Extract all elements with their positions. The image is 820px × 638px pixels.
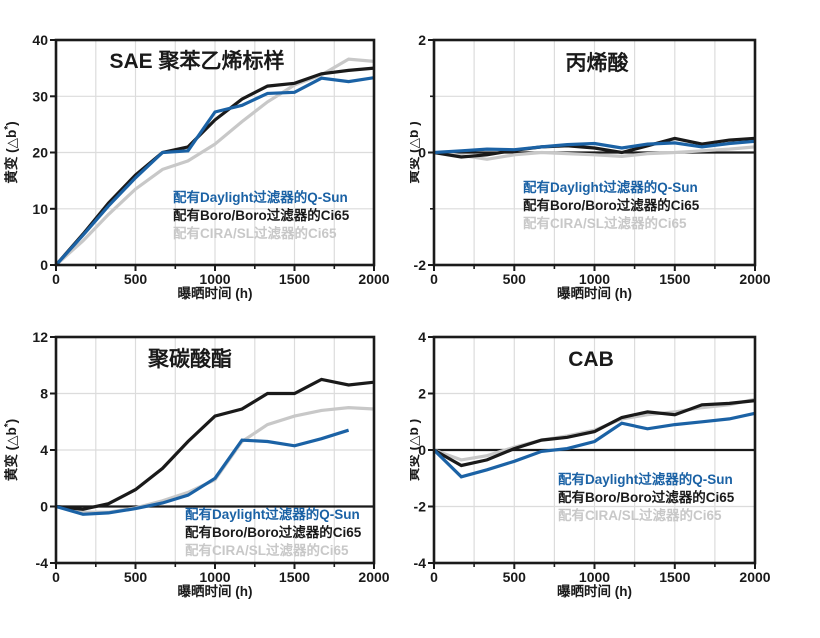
x-tick-label: 0 <box>52 569 60 585</box>
x-tick-label: 1000 <box>199 569 230 585</box>
series-line-qsun-daylight <box>54 76 375 267</box>
x-tick-label: 500 <box>124 569 148 585</box>
series-line-qsun-daylight <box>432 411 756 479</box>
x-tick-label: 2000 <box>739 569 770 585</box>
y-axis-label: 黄变 (△b*) <box>3 419 19 481</box>
x-tick-label: 500 <box>503 271 527 287</box>
series-line-ci65-boro <box>433 399 756 468</box>
legend-item-qsun-daylight: 配有Daylight过滤器的Q-Sun <box>173 189 348 205</box>
chart-quadrant-polycarbonate: 0 500 1000 1500 2000 -4 0 4 8 12 聚碳酸酯 曝晒时间 (h) 黄变 (△… <box>0 319 410 638</box>
x-tick-label: 2000 <box>739 271 770 287</box>
x-tick-label: 1500 <box>659 569 690 585</box>
x-axis-label: 曝晒时间 (h) <box>557 583 632 599</box>
x-tick-label: 500 <box>124 271 148 287</box>
legend-item-qsun-daylight: 配有Daylight过滤器的Q-Sun <box>185 506 360 522</box>
chart-title: 聚碳酸酯 <box>147 347 232 371</box>
chart-cab: 0 500 1000 1500 2000 -4 -2 0 2 4 CAB 曝晒时间 (h) 黄变 (△b… <box>410 329 771 599</box>
x-tick-label: 2000 <box>358 569 389 585</box>
x-axis-label: 曝晒时间 (h) <box>557 285 632 301</box>
y-tick-label: 0 <box>418 145 426 161</box>
y-tick-label: 2 <box>418 32 426 48</box>
legend-item-ci65-cira: 配有CIRA/SL过滤器的Ci65 <box>558 507 722 523</box>
legend-item-ci65-boro: 配有Boro/Boro过滤器的Ci65 <box>173 207 350 223</box>
series-line-ci65-boro <box>54 66 375 267</box>
x-tick-label: 1000 <box>199 271 230 287</box>
y-tick-label: -2 <box>414 257 427 273</box>
x-axis-label: 曝晒时间 (h) <box>178 285 253 301</box>
x-tick-label: 0 <box>430 271 438 287</box>
y-tick-label: 0 <box>40 257 48 273</box>
chart-title: CAB <box>568 348 614 371</box>
x-tick-label: 0 <box>52 271 60 287</box>
y-tick-label: 10 <box>32 201 48 217</box>
y-axis-label: 黄变 (△b*) <box>410 419 421 481</box>
legend-item-qsun-daylight: 配有Daylight过滤器的Q-Sun <box>558 471 733 487</box>
y-tick-label: 2 <box>418 386 426 402</box>
y-tick-label: 0 <box>418 442 426 458</box>
y-tick-label: 12 <box>32 329 48 345</box>
chart-quadrant-sae-polystyrene: 0 500 1000 1500 2000 0 10 20 30 40 SAE 聚苯乙烯标样曝晒时间 … <box>0 0 410 319</box>
y-tick-label: -2 <box>414 499 427 515</box>
x-tick-label: 1500 <box>279 569 310 585</box>
series-line-ci65-boro <box>55 377 375 511</box>
x-tick-label: 1000 <box>579 569 610 585</box>
legend-item-qsun-daylight: 配有Daylight过滤器的Q-Sun <box>523 179 698 195</box>
y-axis-label: 黄变 (△b*) <box>410 121 421 183</box>
y-tick-label: -4 <box>36 555 49 571</box>
y-tick-label: 30 <box>32 88 48 104</box>
series-line-qsun-daylight <box>433 139 756 155</box>
chart-quadrant-cab: 0 500 1000 1500 2000 -4 -2 0 2 4 CAB 曝晒时间 (h) 黄变 (△b… <box>410 319 820 638</box>
y-tick-label: 0 <box>40 499 48 515</box>
x-axis-label: 曝晒时间 (h) <box>178 583 253 599</box>
legend-item-ci65-boro: 配有Boro/Boro过滤器的Ci65 <box>523 197 700 213</box>
chart-title: SAE 聚苯乙烯标样 <box>109 49 284 73</box>
legend-item-ci65-cira: 配有CIRA/SL过滤器的Ci65 <box>173 225 337 241</box>
y-tick-label: 8 <box>40 386 48 402</box>
y-tick-label: 4 <box>418 329 426 345</box>
x-tick-label: 0 <box>430 569 438 585</box>
y-axis-label: 黄变 (△b*) <box>3 121 19 183</box>
series-line-ci65-cira <box>433 145 756 161</box>
chart-sae-polystyrene: 0 500 1000 1500 2000 0 10 20 30 40 SAE 聚苯乙烯标样曝晒时间 … <box>3 32 390 301</box>
legend-item-ci65-cira: 配有CIRA/SL过滤器的Ci65 <box>185 542 349 558</box>
series-line-qsun-daylight <box>55 428 350 516</box>
series-line-ci65-boro <box>433 136 756 159</box>
y-tick-label: 40 <box>32 32 48 48</box>
y-tick-label: 4 <box>40 442 48 458</box>
chart-title: 丙烯酸 <box>566 51 630 75</box>
y-tick-label: 20 <box>32 145 48 161</box>
x-tick-label: 500 <box>503 569 527 585</box>
x-tick-label: 2000 <box>358 271 389 287</box>
legend-item-ci65-boro: 配有Boro/Boro过滤器的Ci65 <box>185 524 362 540</box>
legend-item-ci65-cira: 配有CIRA/SL过滤器的Ci65 <box>523 215 687 231</box>
y-tick-label: -4 <box>414 555 427 571</box>
x-tick-label: 1500 <box>279 271 310 287</box>
legend-item-ci65-boro: 配有Boro/Boro过滤器的Ci65 <box>558 489 735 505</box>
x-tick-label: 1500 <box>659 271 690 287</box>
x-tick-label: 1000 <box>579 271 610 287</box>
